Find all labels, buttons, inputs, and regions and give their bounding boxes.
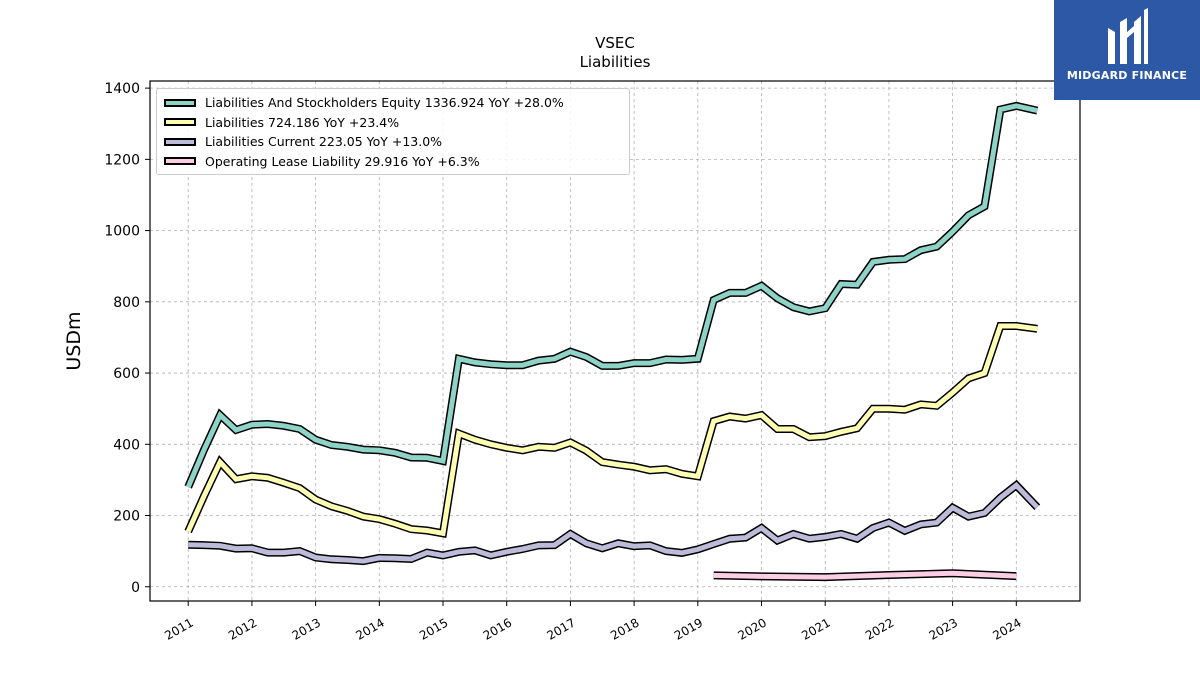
x-tick-label: 2018 (608, 615, 641, 642)
y-axis-label: USDm (63, 311, 85, 370)
y-tick-label: 400 (113, 437, 140, 453)
x-tick-label: 2013 (290, 615, 323, 642)
legend-item: Liabilities 724.186 YoY +23.4% (163, 113, 623, 133)
legend: Liabilities And Stockholders Equity 1336… (156, 88, 630, 175)
x-tick-label: 2011 (162, 615, 195, 642)
series-line (713, 569, 1017, 582)
series-lines (184, 101, 1041, 582)
x-tick-label: 2024 (990, 615, 1023, 642)
legend-swatch (164, 137, 196, 146)
x-tick-label: 2012 (226, 615, 259, 642)
chart-title: VSEC (595, 34, 635, 52)
legend-item: Operating Lease Liability 29.916 YoY +6.… (163, 152, 623, 172)
x-tick-label: 2019 (672, 615, 705, 642)
x-tick-label: 2016 (481, 615, 514, 642)
series-line-stroke (185, 103, 1038, 488)
brand-logo: MIDGARD FINANCE (1054, 0, 1200, 100)
legend-label: Liabilities And Stockholders Equity 1336… (205, 95, 564, 111)
legend-item: Liabilities Current 223.05 YoY +13.0% (163, 132, 623, 152)
legend-label: Liabilities 724.186 YoY +23.4% (205, 114, 400, 130)
x-tick-label: 2015 (417, 615, 450, 642)
x-tick-label: 2020 (736, 615, 769, 642)
series-line-stroke (188, 481, 1040, 564)
legend-item: Liabilities And Stockholders Equity 1336… (163, 93, 623, 113)
y-tick-label: 1000 (104, 224, 140, 240)
x-tick-label: 2022 (863, 615, 896, 642)
x-tick-label: 2021 (799, 615, 832, 642)
y-tick-label: 600 (113, 366, 140, 382)
y-tick-label: 800 (113, 295, 140, 311)
x-tick-label: 2023 (927, 615, 960, 642)
y-tick-label: 200 (113, 509, 140, 525)
y-tick-label: 0 (131, 580, 140, 596)
legend-swatch (164, 157, 196, 166)
x-tick-label: 2017 (544, 615, 577, 642)
y-tick-label: 1200 (104, 152, 140, 168)
chart-subtitle: Liabilities (580, 53, 651, 71)
y-tick-label: 1400 (104, 81, 140, 97)
brand-name: MIDGARD FINANCE (1066, 69, 1188, 82)
legend-swatch (164, 98, 196, 107)
series-line (184, 322, 1038, 538)
series-line (188, 479, 1041, 566)
legend-swatch (164, 118, 196, 127)
series-line-stroke (185, 323, 1038, 537)
legend-label: Liabilities Current 223.05 YoY +13.0% (205, 134, 443, 150)
plot-frame (149, 80, 1081, 602)
logo-icon (1108, 8, 1148, 64)
series-line-stroke (713, 570, 1017, 580)
legend-label: Operating Lease Liability 29.916 YoY +6.… (205, 153, 480, 169)
series-line (184, 101, 1039, 489)
x-tick-label: 2014 (353, 615, 386, 642)
